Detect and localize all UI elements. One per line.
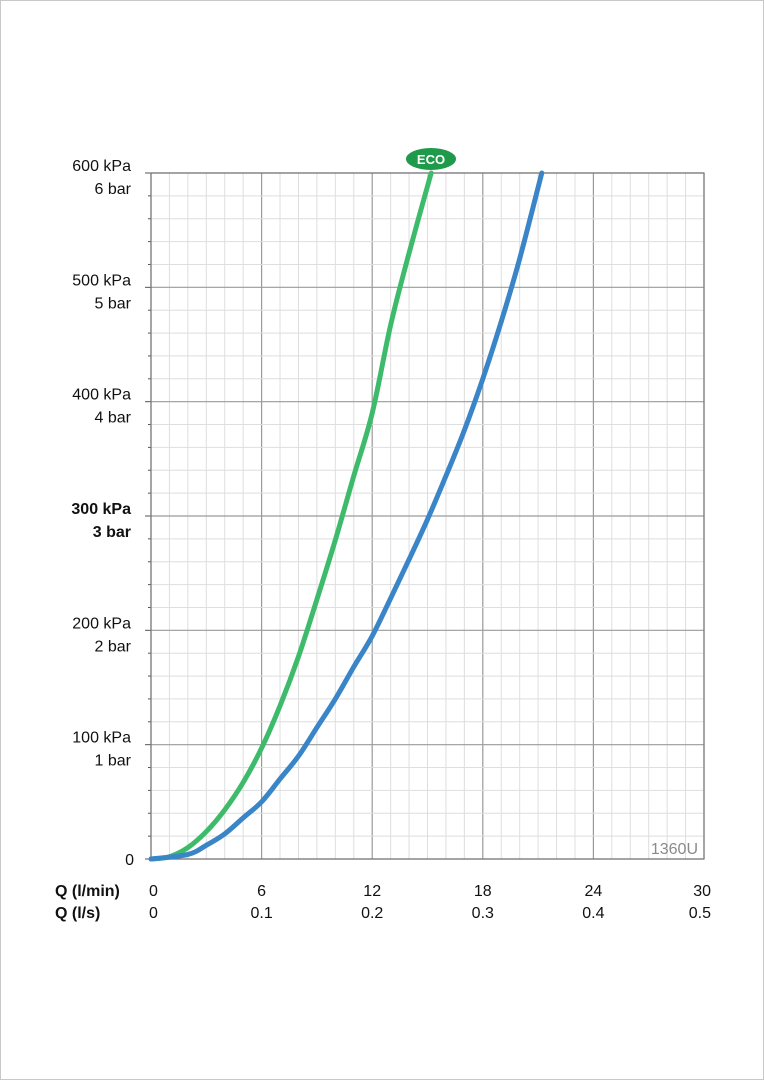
y-tick-label-kpa: 400 kPa	[72, 387, 131, 404]
x-tick-label: 12	[363, 883, 381, 900]
x-tick-label: 18	[474, 883, 492, 900]
y-tick-label-bar: 2 bar	[95, 638, 132, 655]
x-tick-label: 0.2	[361, 905, 383, 922]
y-tick-label-kpa: 0	[125, 852, 134, 869]
x-tick-label: 0.1	[250, 905, 272, 922]
x-tick-label: 0.4	[582, 905, 604, 922]
standard-series-line	[148, 170, 545, 862]
y-tick-label-kpa: 500 kPa	[72, 272, 131, 289]
y-axis-labels: 0 100 kPa 1 bar 200 kPa 2 bar 300 kPa 3 bar 400…	[71, 158, 134, 869]
plot-border	[150, 172, 705, 860]
eco-badge-label: ECO	[417, 152, 445, 167]
y-tick-label-bar: 1 bar	[95, 753, 132, 770]
y-tick-label-kpa: 300 kPa	[71, 501, 131, 518]
y-tick-label-bar: 4 bar	[95, 410, 132, 427]
x-axis-title-lmin: Q (l/min)	[55, 883, 120, 900]
y-tick-label-bar: 6 bar	[95, 181, 132, 198]
chart-grid	[145, 172, 705, 860]
x-axis-labels: Q (l/min) 0 6 12 18 24 30 Q (l/s) 0 0.1 0.2 0.3 0.4 0…	[55, 883, 711, 922]
chart-curves	[148, 170, 545, 862]
x-axis-title-ls: Q (l/s)	[55, 905, 100, 922]
y-tick-label-kpa: 100 kPa	[72, 730, 131, 747]
y-tick-label-kpa: 600 kPa	[72, 158, 131, 175]
y-tick-label-bar: 3 bar	[93, 524, 131, 541]
x-tick-label: 30	[693, 883, 711, 900]
eco-badge-shape	[406, 148, 456, 170]
y-tick-label-bar: 5 bar	[95, 295, 132, 312]
y-tick-label-kpa: 200 kPa	[72, 615, 131, 632]
eco-series-line	[148, 170, 434, 862]
x-tick-label: 6	[257, 883, 266, 900]
model-label: 1360U	[651, 841, 698, 858]
x-tick-label: 0	[149, 905, 158, 922]
eco-badge: ECO	[406, 148, 456, 170]
x-tick-label: 0.5	[689, 905, 711, 922]
x-tick-label: 0.3	[472, 905, 494, 922]
x-tick-label: 0	[149, 883, 158, 900]
x-tick-label: 24	[585, 883, 603, 900]
